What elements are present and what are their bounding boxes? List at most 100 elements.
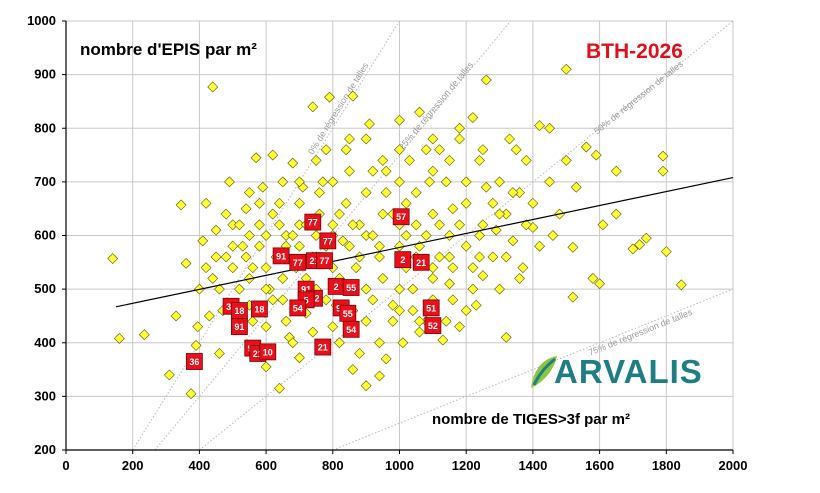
data-point [380,165,392,177]
data-point [570,181,582,193]
highlighted-point: 54 [342,320,360,338]
highlighted-point: 91 [272,247,290,265]
y-tick-label: 1000 [27,13,56,28]
data-point [254,219,265,231]
data-point [460,305,472,316]
highlighted-point: 77 [304,213,322,231]
data-point [200,197,212,209]
y-tick-label: 400 [34,335,56,350]
data-point [317,176,329,188]
data-point [487,197,499,209]
y-tick-label: 500 [34,281,56,296]
data-point [220,251,232,263]
data-point [407,283,419,295]
highlighted-point: 21 [412,253,430,271]
data-point [440,315,452,327]
highlight-box [319,232,337,250]
highlighted-point: 2 [327,278,345,295]
data-point [337,235,349,247]
highlight-box [394,251,412,269]
data-point [504,133,515,145]
data-point [374,240,385,252]
data-point [324,91,335,103]
data-point [377,208,389,220]
data-point [427,272,439,284]
data-point [350,262,362,274]
highlight-label: 21 [416,258,426,268]
data-point [474,155,485,166]
data-point [474,230,485,241]
data-point [267,294,279,306]
data-point [594,278,606,290]
x-tick-label: 1400 [518,458,547,473]
data-point [344,240,355,252]
highlight-box [231,318,248,336]
highlighted-point: 77 [319,232,337,250]
highlight-label: 52 [428,321,438,331]
data-point [237,240,249,252]
data-point [257,181,269,193]
highlighted-point: 57 [392,208,410,226]
data-point [454,122,465,134]
reference-line-label: 75% de régression de talles [587,307,694,358]
highlight-label: 77 [319,256,329,266]
data-point [347,219,359,231]
data-point [437,334,449,346]
data-point [138,329,150,341]
highlight-label: 77 [293,258,303,268]
highlight-box [342,320,360,338]
data-point [190,340,202,351]
highlighted-point: 54 [289,299,307,317]
data-point [227,240,239,252]
reference-line-label: 50% de régression de talles [592,58,685,136]
data-point [197,235,209,247]
data-point [560,155,572,166]
highlighted-labels: 7757917777217722191255525549155513618185… [185,208,442,370]
y-tick-label: 300 [34,388,56,403]
highlighted-point: 55 [339,304,357,322]
data-point [400,230,412,241]
highlight-label: 54 [293,303,303,313]
data-point [344,133,355,145]
data-point [517,262,529,274]
data-point [287,230,299,241]
highlight-label: 55 [346,283,356,293]
highlight-label: 2 [334,282,339,292]
x-tick-label: 400 [189,458,211,473]
highlight-label: 55 [343,309,353,319]
data-point [454,133,465,145]
data-point [480,74,492,86]
highlight-label: 18 [234,306,244,316]
data-point [514,272,525,284]
data-point [414,315,425,327]
data-point [294,352,305,364]
data-point [310,155,322,166]
data-point [360,315,372,327]
y-tick-label: 600 [34,228,56,243]
highlight-box [289,299,307,317]
x-tick-label: 200 [122,458,144,473]
highlight-box [314,338,332,356]
data-point [210,224,222,236]
x-tick-label: 1200 [452,458,481,473]
highlight-label: 91 [234,322,244,332]
data-point [274,382,285,394]
data-point [274,219,285,231]
data-point [460,240,472,252]
data-point [394,283,405,295]
highlighted-point: 10 [259,343,277,361]
highlight-label: 91 [276,251,286,261]
data-point [277,294,289,306]
chart-title: nombre d'EPIS par m² [80,40,257,59]
data-point [534,120,545,131]
data-point [444,251,455,263]
data-point [560,63,572,75]
highlighted-point: 18 [251,300,268,318]
data-point [397,337,409,349]
data-point [220,208,232,220]
data-point [294,240,305,252]
data-point [414,106,425,118]
data-point [360,187,372,199]
highlight-box [424,317,442,334]
data-point [520,155,532,166]
